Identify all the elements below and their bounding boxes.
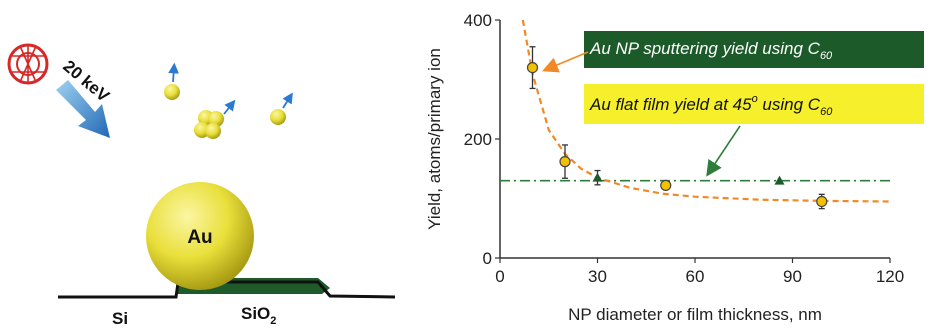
film-data-point [774,175,785,185]
y-tick-label: 400 [464,11,492,30]
nanoparticle-label: Au [187,227,212,248]
sputtered-atoms [164,62,293,139]
sputtered-atom [208,111,224,127]
sio2-label: SiO2 [241,304,276,327]
c60-fullerene-icon [7,43,49,85]
film-data-point [592,172,603,182]
x-tick-label: 60 [686,267,705,286]
callout-np-box [584,31,924,68]
fit-curve-line [521,19,891,203]
callout-film-text: Au flat film yield at 45o using C60 [589,93,833,118]
np-data-point [660,179,672,192]
axis-ticks: 0 30 60 90 120 0 200 400 [464,11,905,286]
callout-film-box [584,84,924,124]
x-axis-title: NP diameter or film thickness, nm [568,305,822,324]
y-tick-label: 0 [483,249,492,268]
x-tick-label: 0 [495,267,504,286]
si-label: Si [112,309,128,327]
incident-beam-arrow [56,80,110,138]
callout-np-text: Au NP sputtering yield using C60 [589,39,833,62]
x-tick-label: 90 [783,267,802,286]
x-tick-label: 30 [588,267,607,286]
callout-film-arrow [706,125,741,177]
gold-nanoparticle [146,182,254,290]
np-data-point [526,61,539,74]
y-tick-label: 200 [464,130,492,149]
y-axis-title: Yield, atoms/primary ion [425,48,444,230]
sputtered-atom [164,84,180,100]
data-points [526,46,828,210]
callout-np-arrow [542,51,589,73]
np-data-point [559,156,571,168]
x-tick-label: 120 [876,267,904,286]
schematic: 20 keV Au Si SiO2 [7,43,396,328]
np-data-point [816,195,828,208]
sputtered-atom [205,123,221,139]
sputtered-atom [270,109,286,125]
callout-np-yield: Au NP sputtering yield using C60 [542,31,924,73]
fit-curve [521,19,891,203]
yield-chart: 0 30 60 90 120 0 200 400 NP diameter or film th… [425,11,924,324]
callout-film-yield: Au flat film yield at 45o using C60 [584,84,924,177]
